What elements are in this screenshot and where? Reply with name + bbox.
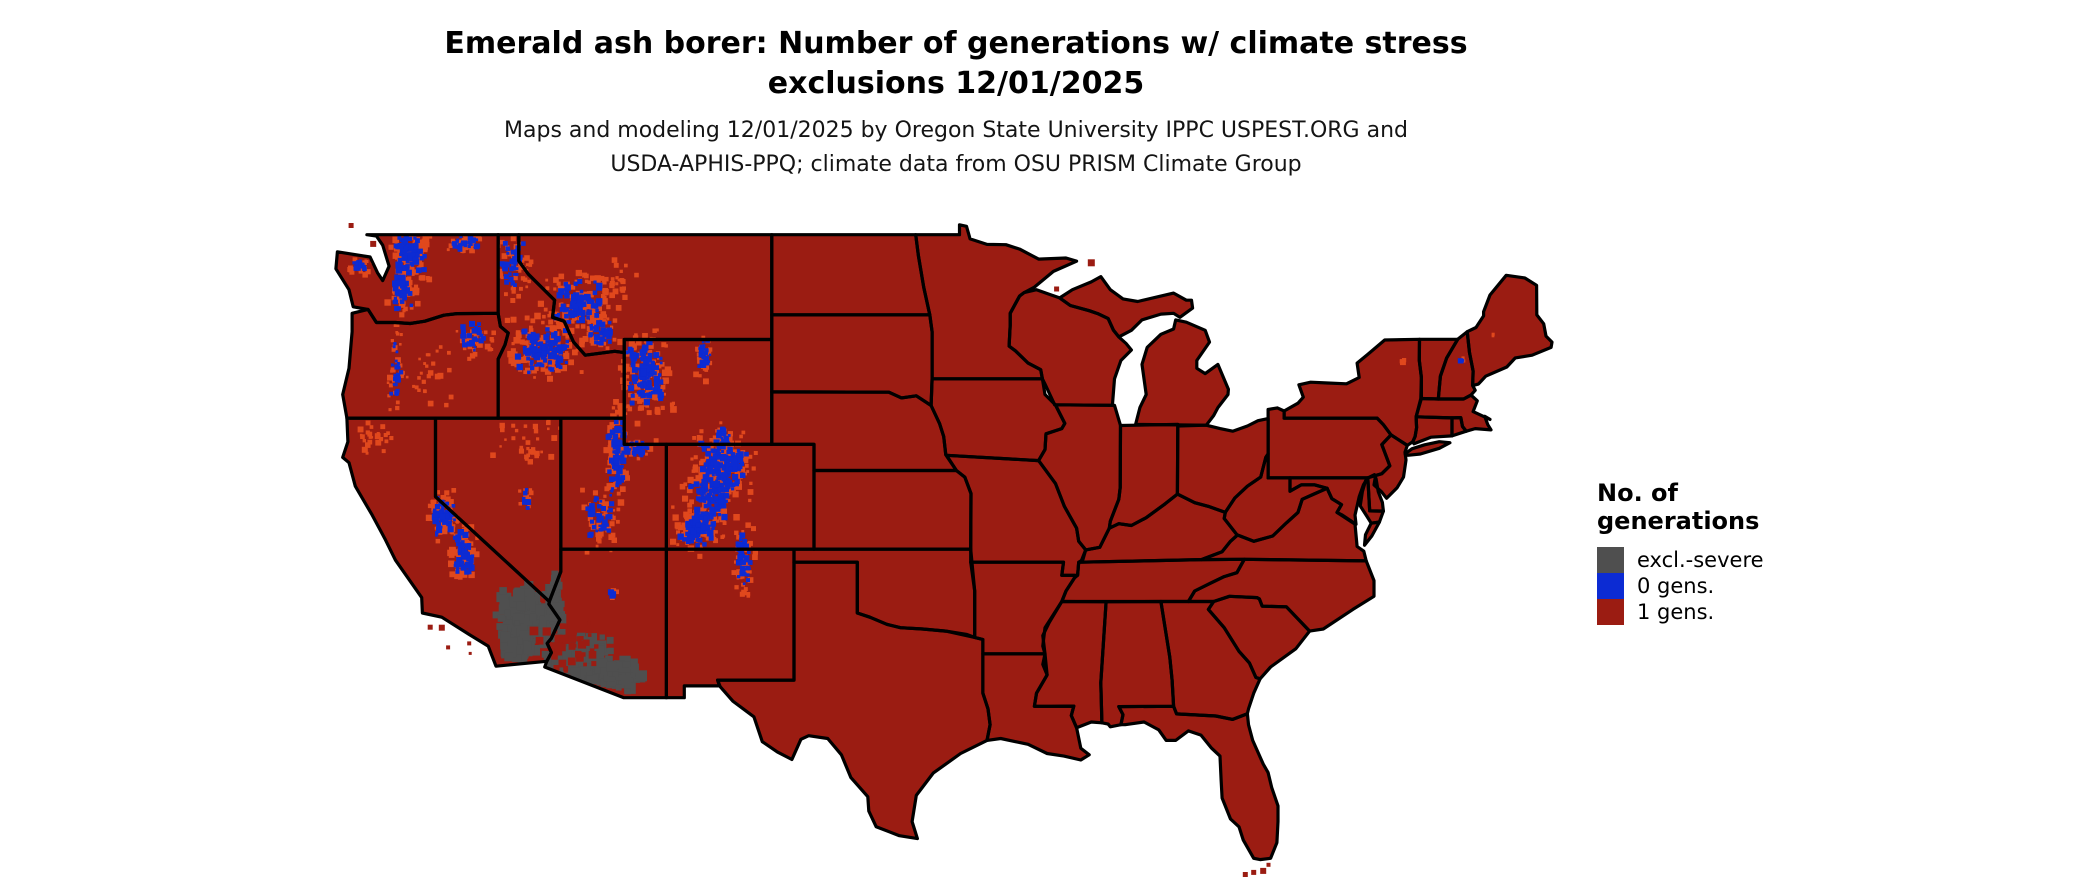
figure-title: Emerald ash borer: Number of generations… bbox=[0, 24, 1912, 104]
legend-title-line1: No. of bbox=[1597, 479, 1678, 507]
figure-subtitle-line1: Maps and modeling 12/01/2025 by Oregon S… bbox=[504, 118, 1408, 143]
us-generations-map-wrap bbox=[330, 219, 1584, 892]
figure-subtitle-line2: USDA-APHIS-PPQ; climate data from OSU PR… bbox=[610, 152, 1302, 177]
us-generations-map bbox=[334, 223, 1554, 877]
legend-swatch bbox=[1597, 573, 1624, 599]
legend-item: excl.-severe bbox=[1597, 547, 1764, 573]
legend-item: 0 gens. bbox=[1597, 573, 1764, 599]
figure-title-line2: exclusions 12/01/2025 bbox=[767, 66, 1145, 101]
legend-item-label: 1 gens. bbox=[1637, 600, 1715, 624]
legend-items: excl.-severe 0 gens. 1 gens. bbox=[1597, 547, 1764, 625]
legend-title: No. of generations bbox=[1597, 479, 1764, 535]
legend-item-label: excl.-severe bbox=[1637, 548, 1764, 572]
figure-subtitle: Maps and modeling 12/01/2025 by Oregon S… bbox=[0, 114, 1912, 182]
legend-item: 1 gens. bbox=[1597, 599, 1764, 625]
legend: No. of generations excl.-severe 0 gens. 1 … bbox=[1597, 479, 1764, 625]
legend-swatch bbox=[1597, 599, 1624, 625]
figure-title-line1: Emerald ash borer: Number of generations… bbox=[444, 26, 1468, 61]
legend-item-label: 0 gens. bbox=[1637, 574, 1715, 598]
legend-title-line2: generations bbox=[1597, 507, 1760, 535]
legend-swatch bbox=[1597, 547, 1624, 573]
